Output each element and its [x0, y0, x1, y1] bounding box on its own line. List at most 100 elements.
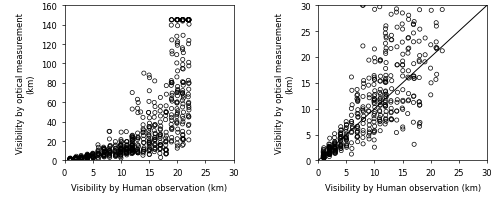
Point	[393, 26, 401, 30]
Point	[157, 115, 165, 118]
Point	[162, 152, 170, 156]
Point	[162, 140, 169, 144]
Point	[381, 81, 389, 84]
Point	[168, 100, 176, 103]
Point	[105, 149, 113, 153]
Point	[156, 110, 164, 113]
Point	[399, 53, 407, 57]
Point	[325, 145, 333, 149]
Point	[399, 70, 407, 73]
Point	[128, 135, 136, 138]
Point	[67, 158, 75, 161]
Point	[122, 152, 130, 155]
Point	[162, 131, 170, 134]
Point	[117, 150, 125, 154]
Point	[123, 152, 131, 156]
Point	[320, 157, 328, 160]
Point	[134, 137, 142, 140]
Point	[331, 142, 339, 145]
Point	[66, 158, 74, 161]
Point	[319, 154, 327, 157]
Point	[123, 148, 131, 151]
Point	[347, 107, 355, 111]
Point	[72, 158, 80, 161]
Point	[167, 81, 175, 85]
Point	[320, 157, 328, 160]
Point	[67, 158, 75, 161]
Point	[331, 151, 339, 155]
Point	[168, 94, 176, 97]
Point	[88, 155, 96, 158]
Point	[377, 93, 385, 96]
Point	[145, 111, 153, 115]
Point	[157, 147, 165, 150]
Point	[173, 145, 181, 148]
Point	[150, 116, 158, 119]
Point	[151, 144, 159, 147]
Point	[387, 117, 395, 121]
Point	[89, 156, 97, 159]
Point	[111, 150, 119, 153]
Point	[89, 156, 97, 160]
Point	[116, 145, 124, 148]
Point	[100, 154, 108, 157]
Point	[67, 158, 75, 162]
Point	[151, 105, 159, 109]
Point	[99, 147, 107, 151]
Point	[337, 147, 345, 150]
Point	[123, 149, 131, 152]
Point	[393, 64, 401, 67]
Point	[325, 143, 333, 146]
Point	[320, 153, 328, 156]
Point	[388, 88, 396, 91]
Point	[326, 151, 334, 154]
Point	[342, 137, 350, 141]
Point	[167, 80, 175, 83]
Point	[167, 107, 175, 111]
Point	[179, 52, 187, 55]
Point	[150, 124, 158, 128]
Point	[381, 118, 389, 121]
Point	[156, 133, 164, 137]
Point	[128, 148, 136, 151]
Point	[83, 157, 91, 160]
Point	[173, 112, 181, 115]
Point	[371, 61, 379, 64]
Point	[342, 126, 350, 130]
Point	[320, 156, 328, 160]
Point	[139, 131, 147, 134]
Point	[326, 150, 333, 153]
Point	[393, 131, 401, 135]
Point	[354, 98, 362, 102]
Point	[117, 147, 125, 150]
Point	[83, 156, 91, 159]
Point	[382, 114, 390, 117]
Point	[342, 120, 350, 124]
Point	[393, 64, 401, 67]
Point	[123, 152, 131, 155]
Point	[99, 146, 107, 149]
Point	[331, 149, 338, 152]
Point	[128, 144, 136, 147]
Y-axis label: Visibility by optical measurement
(km): Visibility by optical measurement (km)	[16, 13, 36, 153]
Point	[112, 155, 120, 158]
Point	[320, 149, 328, 152]
Point	[94, 143, 102, 147]
Point	[112, 154, 120, 157]
Point	[371, 90, 379, 93]
Point	[376, 60, 384, 63]
Point	[100, 154, 108, 157]
Point	[381, 103, 389, 107]
Point	[83, 155, 90, 158]
Point	[331, 132, 338, 136]
Point	[89, 153, 97, 156]
Point	[100, 151, 108, 154]
Point	[123, 149, 131, 152]
Point	[178, 81, 186, 84]
Point	[381, 32, 389, 36]
Point	[72, 157, 80, 160]
Point	[326, 146, 333, 150]
Point	[377, 75, 385, 78]
Point	[157, 125, 165, 128]
Point	[343, 143, 351, 146]
